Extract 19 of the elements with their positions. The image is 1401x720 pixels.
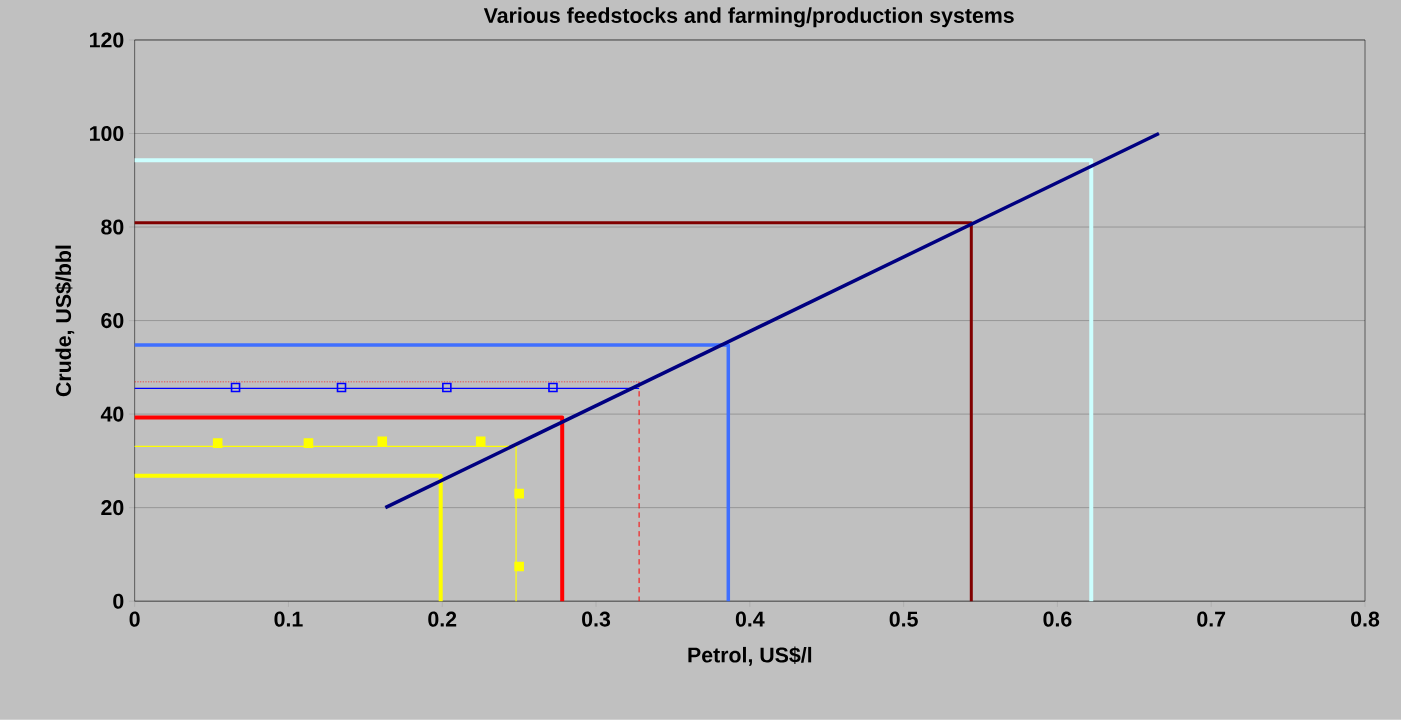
y-tick-label: 0 bbox=[113, 593, 124, 609]
y-axis-title: Crude, US$/bbl bbox=[55, 245, 75, 397]
x-tick-label: 0.1 bbox=[274, 611, 303, 627]
x-tick-label: 0.8 bbox=[1351, 611, 1380, 627]
x-tick-label: 0.4 bbox=[735, 611, 765, 627]
x-tick-label: 0.2 bbox=[428, 611, 457, 627]
x-tick-label: 0.5 bbox=[889, 611, 918, 627]
x-axis-title: Petrol, US$/l bbox=[688, 646, 812, 666]
y-tick-label: 20 bbox=[101, 500, 124, 516]
chart-title: Various feedstocks and farming/production systems bbox=[483, 7, 1014, 28]
y-tick-label: 120 bbox=[90, 32, 124, 48]
x-tick-label: 0.6 bbox=[1043, 611, 1072, 627]
y-tick-label: 100 bbox=[90, 126, 124, 142]
y-tick-label: 60 bbox=[101, 313, 124, 329]
x-tick-label: 0.7 bbox=[1197, 611, 1226, 627]
x-tick-label: 0.3 bbox=[582, 611, 611, 627]
x-tick-label: 0 bbox=[129, 611, 140, 627]
y-tick-label: 80 bbox=[101, 219, 124, 235]
y-tick-label: 40 bbox=[100, 406, 124, 422]
